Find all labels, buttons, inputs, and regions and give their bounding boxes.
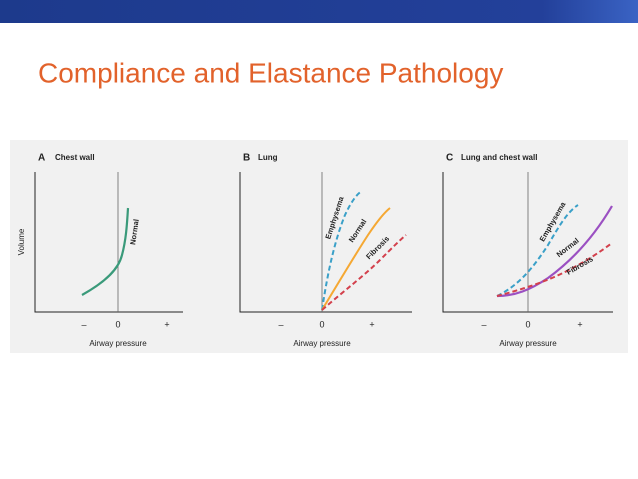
tick-label: – bbox=[481, 319, 486, 329]
axes bbox=[34, 172, 183, 313]
panel-letter: C bbox=[446, 153, 453, 164]
curve bbox=[81, 207, 130, 296]
x-axis-label: Airway pressure bbox=[293, 339, 351, 348]
curve bbox=[496, 204, 579, 297]
curve bbox=[496, 205, 613, 298]
tick-label: 0 bbox=[115, 319, 120, 329]
tick-label: 0 bbox=[319, 319, 324, 329]
tick-label: – bbox=[81, 319, 86, 329]
x-axis-label: Airway pressure bbox=[499, 339, 557, 348]
tick-label: + bbox=[369, 319, 374, 329]
curve bbox=[321, 207, 391, 311]
panel-letter: B bbox=[243, 153, 250, 164]
axes bbox=[239, 172, 412, 313]
curve bbox=[496, 242, 613, 297]
panel-title: Chest wall bbox=[55, 153, 95, 162]
curve bbox=[321, 190, 363, 311]
tick-label: 0 bbox=[525, 319, 530, 329]
slide-title: Compliance and Elastance Pathology bbox=[38, 57, 503, 88]
tick-label: – bbox=[278, 319, 283, 329]
axes bbox=[442, 172, 613, 313]
curve-label: Normal bbox=[128, 219, 141, 246]
tick-label: + bbox=[164, 319, 169, 329]
panel-title: Lung and chest wall bbox=[461, 153, 537, 162]
header-bar bbox=[0, 0, 638, 23]
y-axis-label: Volume bbox=[17, 228, 26, 255]
x-axis-label: Airway pressure bbox=[89, 339, 147, 348]
panel-letter: A bbox=[38, 153, 45, 164]
curve bbox=[321, 234, 407, 311]
panel-title: Lung bbox=[258, 153, 278, 162]
panel-a: A Chest wall Normal – 0 + Airway pressur… bbox=[17, 153, 183, 348]
tick-label: + bbox=[577, 319, 582, 329]
figure-background bbox=[10, 140, 628, 353]
